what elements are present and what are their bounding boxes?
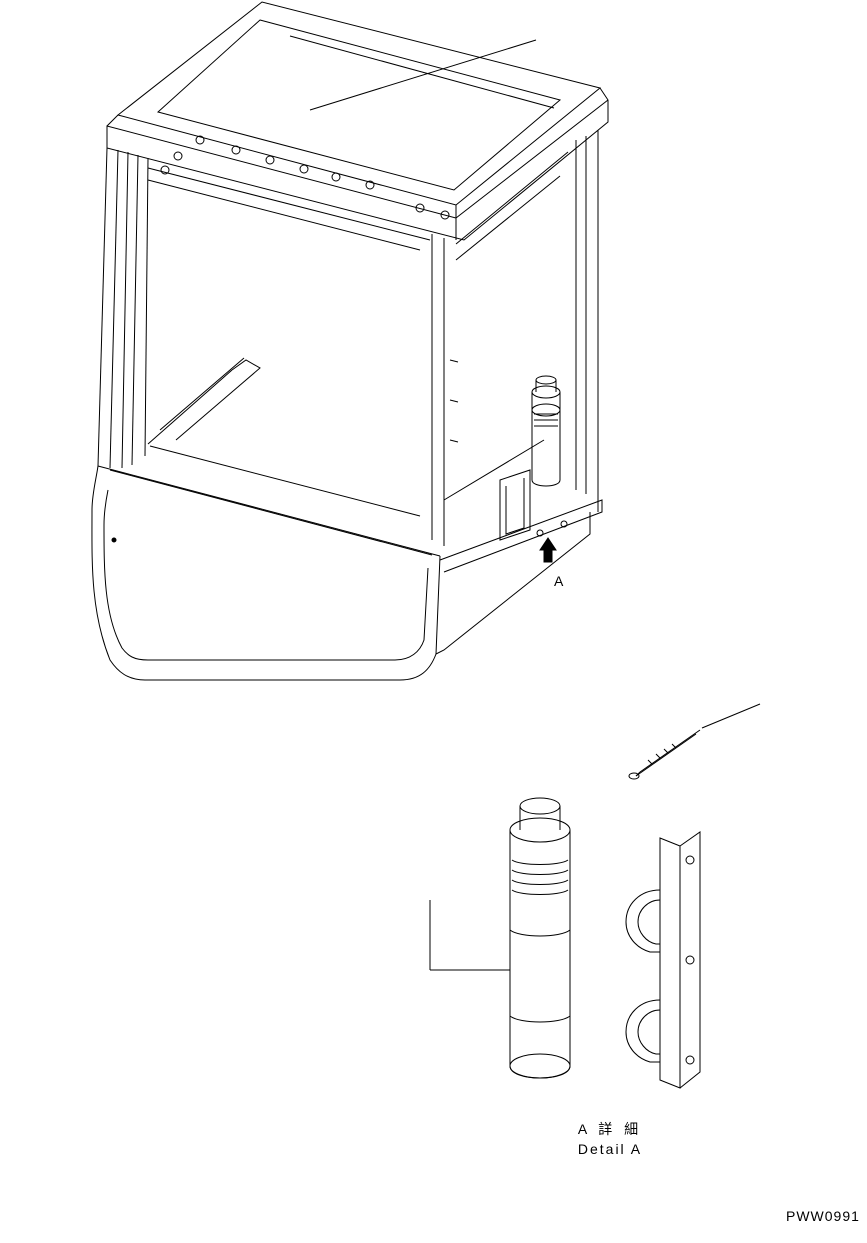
- callout-label-a: A: [554, 573, 563, 589]
- main-drawing-svg: [0, 0, 867, 1243]
- diagram-container: A A 詳 細 Detail A PWW0991: [0, 0, 867, 1243]
- detail-label-jp: A 詳 細: [578, 1121, 642, 1137]
- detail-label-en: Detail A: [578, 1141, 642, 1157]
- detail-label: A 詳 細 Detail A: [530, 1120, 690, 1159]
- drawing-id: PWW0991: [786, 1208, 860, 1224]
